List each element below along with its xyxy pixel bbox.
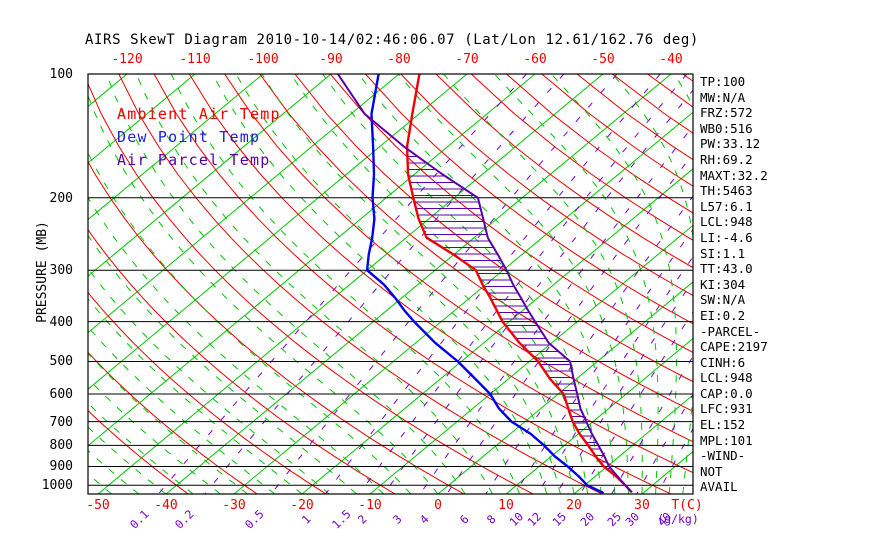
top-temp-tick: -40 [659,52,682,67]
top-temp-tick: -50 [591,52,614,67]
stat-line: MAXT:32.2 [700,167,768,183]
top-temp-tick: -70 [455,52,478,67]
top-temp-tick: -120 [111,52,142,67]
mixing-ratio-tick: 2 [355,512,370,527]
top-temp-tick: -110 [179,52,210,67]
axis-labels: -120 -110 -100 -90 -80 -70 -60 -50 -40-50 -40 -30-… [35,52,703,532]
bottom-temp-tick: -50 [86,498,109,513]
stats-panel: TP:100 MW:N/A FRZ:572 WB0:516 PW:33.12 RH:69.… [700,74,768,495]
bottom-temp-tick: -30 [222,498,245,513]
stat-line: EI:0.2 [700,307,746,323]
stat-line: WB0:516 [700,120,753,136]
stat-line: AVAIL [700,479,738,495]
ambient-air-temp-curve [405,74,633,494]
stat-line: LI:-4.6 [700,229,753,245]
legend: Ambient Air Temp Dew Point Temp Air Parc… [117,103,281,172]
top-temp-tick: -90 [319,52,342,67]
stat-line: PW:33.12 [700,136,761,152]
stat-line: RH:69.2 [700,151,753,167]
legend-item-ambient: Ambient Air Temp [117,105,281,123]
cape-hatch [407,149,611,469]
bottom-temp-tick: 0 [434,498,442,513]
stat-line: L57:6.1 [700,198,753,214]
mixing-ratio-tick: 1.5 [329,507,354,532]
stat-line: LFC:931 [700,401,753,417]
plot-area [88,74,693,494]
pressure-tick: 200 [50,191,73,206]
temp-axis-label: T(C) [671,498,702,513]
stat-line: CAPE:2197 [700,339,768,355]
stat-line: EL:152 [700,417,746,433]
stat-line: LCL:948 [700,214,753,230]
mixing-ratio-tick: 0.1 [127,507,152,532]
stat-line: LCL:948 [700,370,753,386]
mixing-ratio-lines [158,74,693,494]
bottom-temp-tick: 10 [498,498,514,513]
top-temp-tick: -60 [523,52,546,67]
stat-line: CINH:6 [700,354,746,370]
stat-line: -WIND- [700,448,746,464]
mixing-ratio-tick: 3 [390,512,405,527]
pressure-tick: 500 [50,354,73,369]
top-temp-tick: -80 [387,52,410,67]
dew-point-temp-curve [365,74,605,494]
stat-line: SI:1.1 [700,245,746,261]
pressure-tick: 100 [50,67,73,82]
legend-item-parcel: Air Parcel Temp [117,151,271,169]
pressure-tick: 1000 [42,478,73,493]
chart-title: AIRS SkewT Diagram 2010-10-14/02:46:06.0… [85,32,699,48]
legend-item-dewpoint: Dew Point Temp [117,128,261,146]
pressure-tick: 700 [50,415,73,430]
moist-adiabats [88,74,693,494]
stat-line: TP:100 [700,74,746,89]
mixing-ratio-tick: 1 [299,512,314,527]
stat-line: SW:N/A [700,292,746,308]
pressure-tick: 600 [50,387,73,402]
pressure-tick: 900 [50,459,73,474]
stat-line: CAP:0.0 [700,385,753,401]
plot-border [87,73,694,495]
mixing-ratio-tick: 12 [524,509,544,529]
pressure-tick: 400 [50,315,73,330]
bottom-temp-tick: 30 [634,498,650,513]
bottom-temp-tick: -20 [290,498,313,513]
bottom-temp-tick: 20 [566,498,582,513]
stat-line: KI:304 [700,276,746,292]
air-parcel-temp-curve [336,74,633,493]
pressure-axis-label: PRESSURE (MB) [35,221,50,323]
mixing-axis-label: (g/kg) [657,512,699,526]
stat-line: TT:43.0 [700,261,753,277]
top-temp-tick: -100 [247,52,278,67]
stat-line: TH:5463 [700,183,753,199]
isobars [88,197,693,486]
stat-line: -PARCEL- [700,323,761,339]
stat-line: FRZ:572 [700,105,753,121]
pressure-tick: 800 [50,438,73,453]
stat-line: MW:N/A [700,89,746,105]
mixing-ratio-tick: 8 [484,512,499,527]
stat-line: NOT [700,463,723,479]
bottom-temp-tick: -10 [358,498,381,513]
mixing-ratio-tick: 4 [417,512,432,527]
pressure-tick: 300 [50,263,73,278]
mixing-ratio-tick: 6 [457,512,472,527]
stat-line: MPL:101 [700,432,753,448]
bottom-temp-tick: -40 [154,498,177,513]
